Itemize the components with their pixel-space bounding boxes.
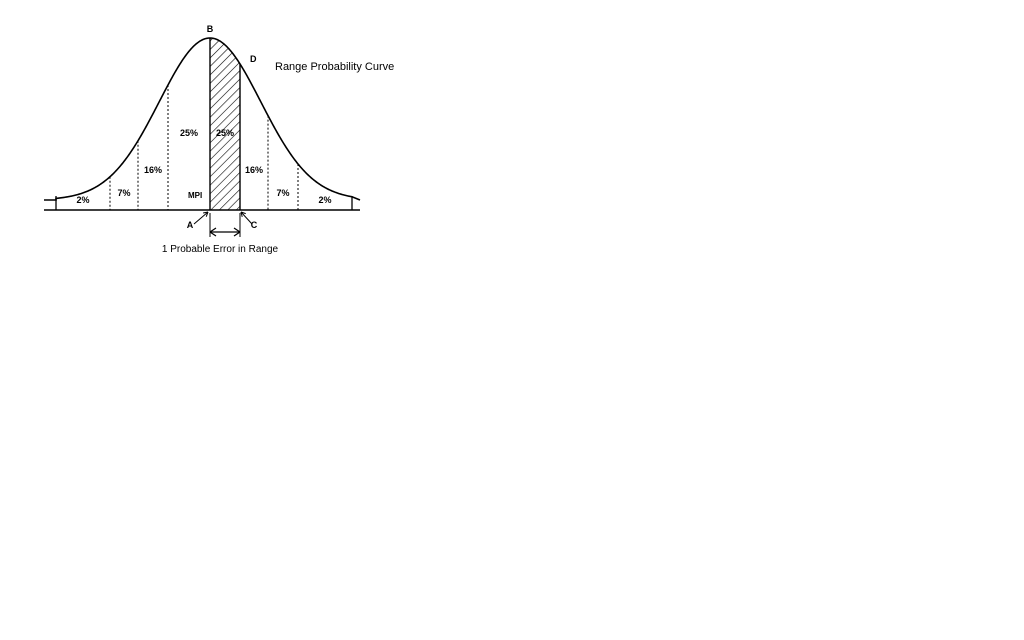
band-label: 25% [216,128,234,138]
diagram-title: Range Probability Curve [275,61,394,73]
band-label: 7% [117,188,130,198]
band-label: 2% [76,195,89,205]
hatched-quarter [210,38,240,210]
bell-curve-svg: 2% 7% 16% 25% 25% 16% 7% 2% MPI B D A C 1 Probable Er… [20,10,440,270]
mpi-label: MPI [188,191,202,200]
arrow-c [241,212,252,224]
band-label: 16% [245,165,263,175]
band-label: 16% [144,165,162,175]
band-label: 25% [180,128,198,138]
arrow-a [194,212,208,224]
band-label: 2% [318,195,331,205]
band-label: 7% [276,188,289,198]
point-b-label: B [207,24,214,34]
point-d-label: D [250,54,257,64]
point-c-label: C [251,220,258,230]
range-probability-diagram: 2% 7% 16% 25% 25% 16% 7% 2% MPI B D A C 1 Probable Er… [20,10,440,275]
point-a-label: A [187,220,194,230]
caption-label: 1 Probable Error in Range [162,244,279,255]
